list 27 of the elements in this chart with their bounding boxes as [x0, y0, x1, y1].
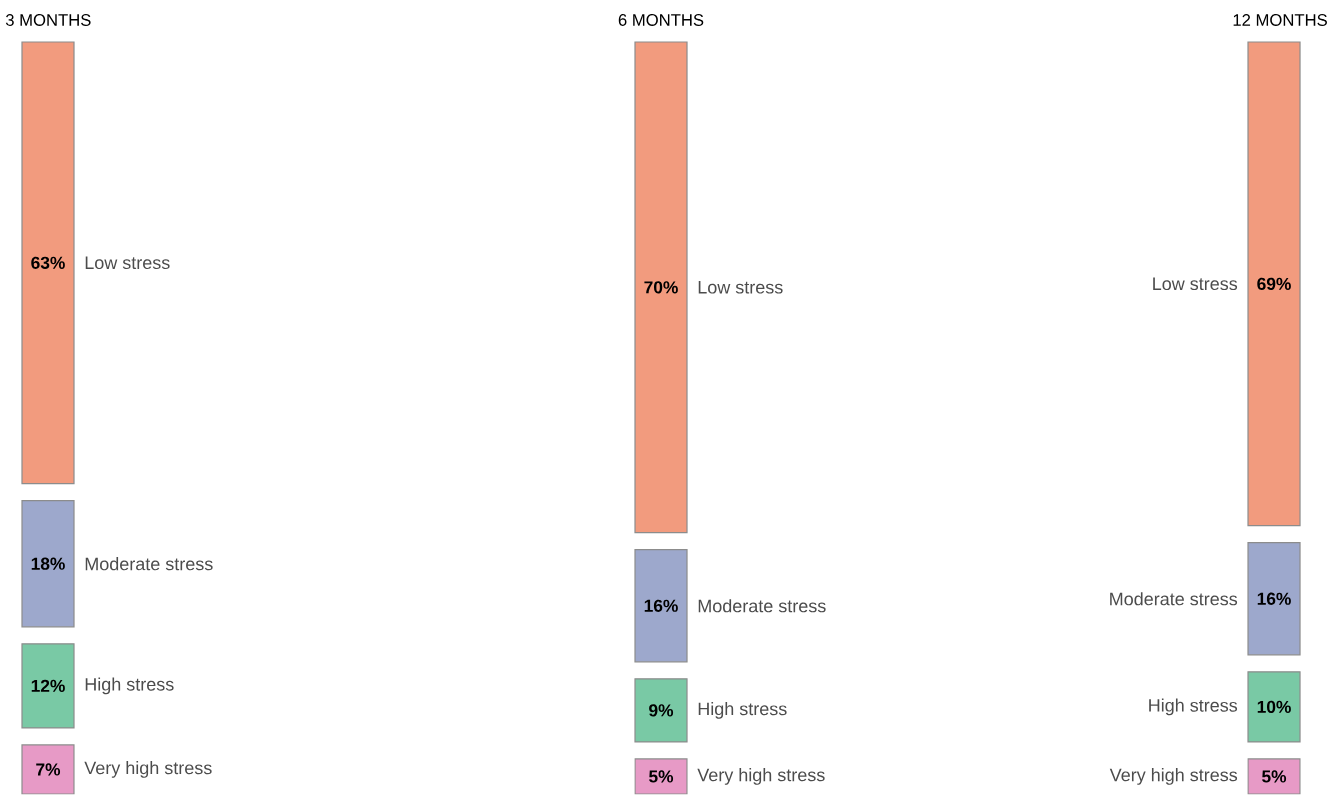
- category-label: Moderate stress: [698, 599, 826, 613]
- data-label: 12%: [31, 679, 65, 693]
- category-label: High stress: [1149, 698, 1238, 716]
- data-label: 5%: [1262, 770, 1287, 783]
- data-label: 5%: [649, 770, 674, 783]
- category-label: Low stress: [1153, 277, 1238, 291]
- category-label: Moderate stress: [1110, 592, 1238, 606]
- data-label: 7%: [36, 763, 61, 776]
- data-label: 69%: [1257, 277, 1291, 291]
- category-label: High stress: [698, 702, 787, 719]
- category-label: High stress: [85, 677, 174, 695]
- series-label: 6 MONTHS: [618, 14, 704, 27]
- data-label: 16%: [1257, 592, 1291, 606]
- series-label: 12 MONTHS: [1233, 14, 1327, 27]
- series-label: 3 MONTHS: [5, 14, 91, 27]
- data-label: 9%: [649, 704, 674, 717]
- category-label: Low stress: [85, 256, 170, 270]
- data-label: 10%: [1257, 700, 1291, 714]
- category-label: Moderate stress: [85, 557, 213, 571]
- category-label: Low stress: [698, 281, 783, 294]
- data-label: 18%: [31, 557, 65, 571]
- category-label: Very high stress: [84, 761, 212, 779]
- category-label: Very high stress: [697, 768, 825, 786]
- data-label: 70%: [644, 281, 678, 294]
- category-label: Very high stress: [1109, 768, 1238, 786]
- data-label: 63%: [31, 256, 65, 270]
- data-label: 16%: [644, 599, 678, 613]
